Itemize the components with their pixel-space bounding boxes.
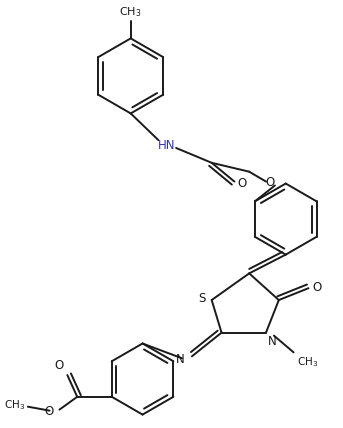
Text: CH$_3$: CH$_3$: [119, 5, 142, 19]
Text: S: S: [198, 291, 205, 305]
Text: CH$_3$: CH$_3$: [4, 398, 25, 412]
Text: HN: HN: [157, 139, 175, 152]
Text: O: O: [265, 176, 274, 189]
Text: O: O: [237, 177, 247, 190]
Text: O: O: [312, 281, 322, 294]
Text: O: O: [54, 359, 63, 372]
Text: N: N: [176, 353, 185, 366]
Text: N: N: [268, 335, 277, 348]
Text: O: O: [44, 405, 54, 418]
Text: CH$_3$: CH$_3$: [297, 355, 318, 369]
